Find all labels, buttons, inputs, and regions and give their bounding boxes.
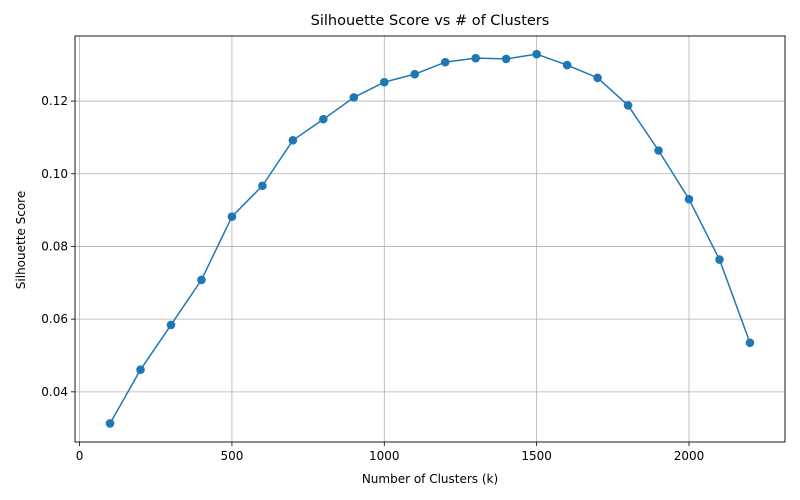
grid-lines xyxy=(75,36,785,442)
data-point xyxy=(623,101,633,110)
y-tick-label: 0.04 xyxy=(41,385,68,399)
data-point xyxy=(501,54,511,64)
data-point xyxy=(562,60,572,70)
series-layer xyxy=(105,49,755,428)
y-axis-ticks: 0.04 0.06 0.08 0.10 0.12 xyxy=(41,94,75,399)
y-axis-label: Silhouette Score xyxy=(14,191,28,289)
y-tick-label: 0.10 xyxy=(41,167,68,181)
x-tick-label: 1000 xyxy=(369,449,400,463)
y-tick-label: 0.08 xyxy=(41,239,68,253)
data-point xyxy=(532,49,541,59)
data-point xyxy=(288,136,298,145)
data-point xyxy=(166,320,176,330)
data-point xyxy=(349,93,359,102)
data-point xyxy=(258,181,267,191)
x-tick-label: 500 xyxy=(220,449,243,463)
x-tick-label: 2000 xyxy=(674,449,705,463)
data-point xyxy=(654,146,663,155)
data-point xyxy=(593,73,602,83)
data-point xyxy=(105,419,115,428)
data-point xyxy=(715,255,724,264)
series-line xyxy=(109,53,751,424)
chart-title: Silhouette Score vs # of Clusters xyxy=(311,13,550,29)
plot-frame xyxy=(74,35,786,443)
data-point xyxy=(440,57,450,67)
data-point xyxy=(197,275,206,285)
data-point xyxy=(471,53,481,63)
x-tick-label: 0 xyxy=(76,449,84,463)
y-tick-label: 0.12 xyxy=(41,94,68,108)
y-tick-label: 0.06 xyxy=(41,312,68,326)
data-point xyxy=(227,212,237,221)
data-point xyxy=(379,77,389,87)
data-point xyxy=(410,69,420,79)
x-axis-label: Number of Clusters (k) xyxy=(362,472,498,486)
data-point xyxy=(319,114,328,124)
data-point xyxy=(136,365,145,374)
x-axis-ticks: 0 500 1000 1500 2000 xyxy=(76,442,705,463)
data-point xyxy=(684,194,694,204)
x-tick-label: 1500 xyxy=(521,449,552,463)
data-point xyxy=(745,338,755,348)
